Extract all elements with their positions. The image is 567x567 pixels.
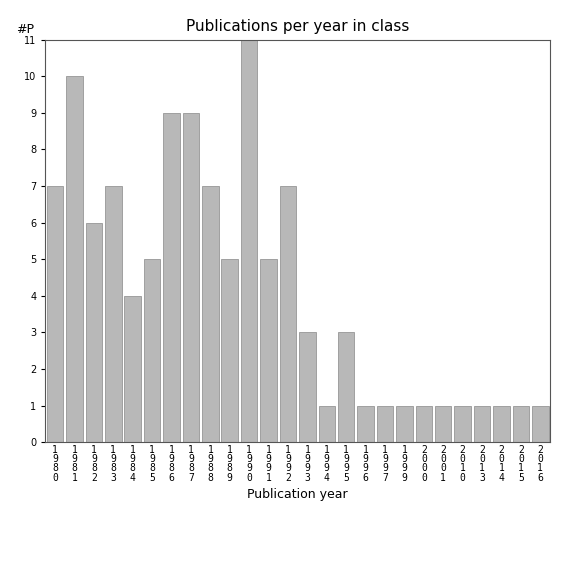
Bar [183,113,199,442]
Bar [124,296,141,442]
Bar [66,77,83,442]
Bar [454,405,471,442]
Bar [47,186,64,442]
Bar [105,186,121,442]
Bar [376,405,393,442]
Bar [435,405,451,442]
Bar [280,186,296,442]
Y-axis label: #P: #P [16,23,34,36]
X-axis label: Publication year: Publication year [247,488,348,501]
Bar [163,113,180,442]
Bar [416,405,432,442]
Bar [338,332,354,442]
Bar [493,405,510,442]
Bar [222,259,238,442]
Bar [260,259,277,442]
Bar [396,405,413,442]
Bar [474,405,490,442]
Bar [241,40,257,442]
Bar [86,223,102,442]
Bar [202,186,219,442]
Bar [513,405,529,442]
Bar [144,259,160,442]
Bar [357,405,374,442]
Bar [532,405,548,442]
Bar [299,332,316,442]
Title: Publications per year in class: Publications per year in class [186,19,409,35]
Bar [319,405,335,442]
